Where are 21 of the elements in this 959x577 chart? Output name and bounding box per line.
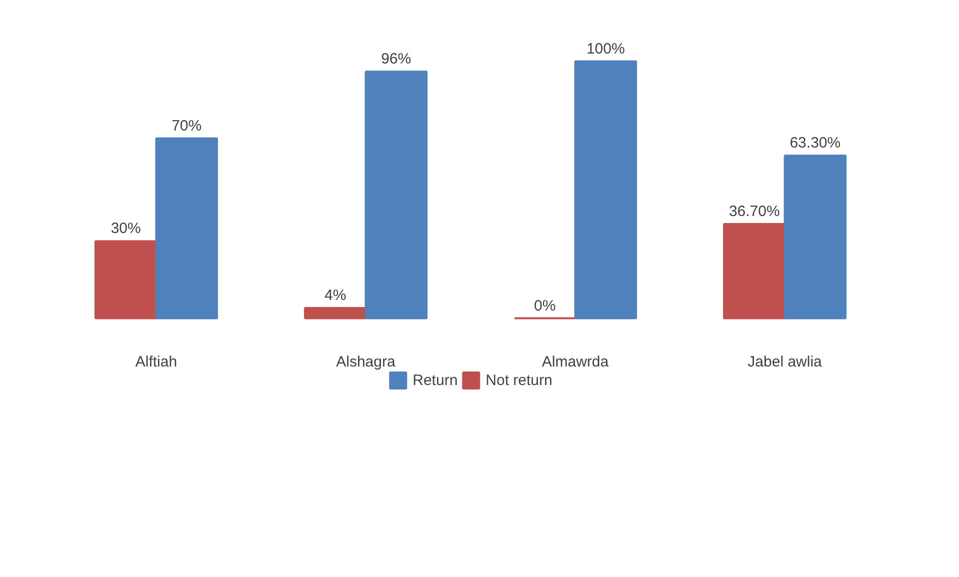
legend-label: Return (412, 372, 458, 388)
x-tick-label: Alshagra (336, 353, 396, 370)
data-label: 63.30% (790, 134, 841, 152)
bar (304, 307, 367, 320)
data-label: 70% (172, 117, 202, 134)
bar (574, 60, 638, 320)
x-tick-label: Alftiah (135, 353, 178, 370)
bar (155, 137, 218, 320)
x-tick-label: Almawrda (542, 353, 610, 370)
data-label: 36.70% (728, 202, 780, 220)
data-label: 4% (324, 287, 346, 304)
data-label: 0% (534, 297, 556, 314)
bar (364, 70, 428, 320)
legend-label: Not return (486, 372, 552, 388)
bar (723, 222, 786, 320)
data-label: 100% (586, 40, 625, 58)
x-tick-label: Jabel awlia (748, 353, 823, 370)
data-label: 30% (110, 220, 141, 238)
bar (94, 240, 158, 320)
bar (784, 154, 847, 320)
data-label: 96% (381, 50, 412, 68)
